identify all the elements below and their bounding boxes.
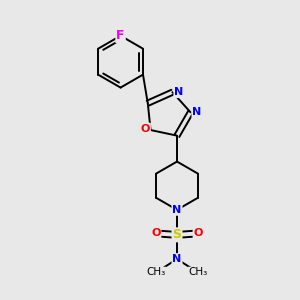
Text: N: N [172, 205, 182, 215]
Text: S: S [172, 228, 182, 242]
Text: O: O [141, 124, 150, 134]
Text: N: N [172, 254, 182, 264]
Text: N: N [192, 107, 202, 117]
Text: O: O [151, 228, 160, 239]
Text: N: N [174, 87, 184, 97]
Text: CH₃: CH₃ [147, 267, 166, 277]
Text: CH₃: CH₃ [188, 267, 207, 277]
Text: F: F [116, 29, 125, 42]
Text: O: O [194, 228, 203, 239]
